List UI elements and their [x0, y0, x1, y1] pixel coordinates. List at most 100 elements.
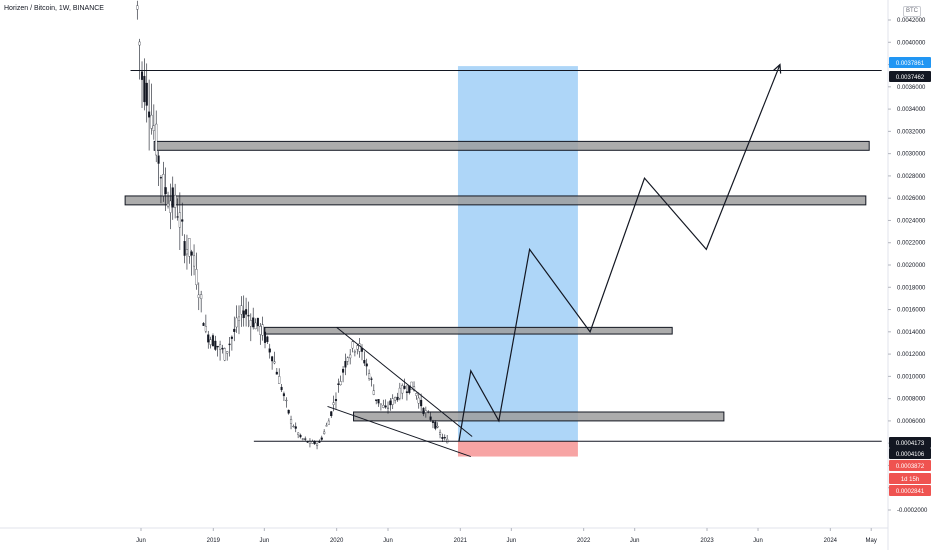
price-tag-label: 0.0004173	[896, 441, 925, 447]
candle	[316, 442, 319, 450]
projection-arrowhead	[772, 63, 782, 74]
candle	[429, 411, 432, 422]
candle	[178, 192, 181, 250]
candle	[391, 394, 394, 410]
candle	[245, 297, 248, 327]
y-tick-label: 0.0042000	[897, 18, 926, 24]
candle	[301, 438, 304, 441]
candle	[237, 305, 241, 335]
candle	[188, 238, 191, 264]
y-tick-label: 0.0012000	[897, 352, 926, 358]
candle	[164, 167, 167, 212]
price-tag: 0.0003872	[889, 460, 931, 471]
candle	[181, 202, 184, 236]
candle	[271, 355, 274, 370]
x-tick-label: Jun	[383, 538, 393, 544]
candle	[351, 340, 354, 353]
candle	[427, 410, 430, 414]
candle	[356, 344, 359, 355]
candle	[138, 38, 141, 80]
candle	[375, 399, 378, 405]
candle	[174, 183, 177, 219]
candle	[261, 316, 264, 341]
candle	[349, 348, 352, 365]
candle	[401, 383, 404, 400]
candle	[230, 335, 233, 351]
candle	[159, 175, 162, 204]
x-tick-label: 2019	[207, 538, 221, 544]
candle	[389, 398, 392, 411]
candle	[384, 399, 387, 409]
price-tag-label: 0.0037462	[896, 75, 925, 81]
candle	[342, 366, 345, 383]
candle	[214, 335, 217, 351]
candle	[278, 368, 281, 384]
candle	[285, 397, 288, 408]
candle	[368, 369, 371, 381]
y-tick-label: 0.0020000	[897, 263, 926, 269]
candle	[190, 249, 193, 276]
price-tag: 0.0002841	[889, 485, 931, 496]
candle	[386, 401, 390, 414]
candle	[200, 290, 203, 313]
price-tag: 0.0004106	[889, 448, 931, 459]
y-tick-label: -0.0002000	[897, 508, 928, 514]
candle	[372, 384, 375, 396]
x-tick-label: Jun	[630, 538, 640, 544]
candle	[294, 422, 297, 433]
price-tag-bg	[889, 57, 931, 68]
candle	[370, 376, 373, 387]
candle	[185, 234, 189, 270]
candle	[136, 0, 139, 20]
candle	[377, 399, 380, 407]
candle	[287, 409, 290, 415]
x-tick-label: 2024	[824, 538, 838, 544]
candle	[353, 349, 356, 357]
candle	[405, 384, 408, 401]
sr-zone-3	[353, 411, 725, 422]
candle	[337, 378, 340, 393]
candle	[254, 318, 257, 330]
candle	[346, 356, 349, 366]
candle	[289, 415, 293, 430]
candle	[157, 151, 160, 186]
candle	[436, 422, 439, 429]
candle	[228, 337, 231, 357]
price-tag-bg	[889, 473, 931, 484]
candle	[282, 391, 285, 402]
x-tick-label: Jun	[753, 538, 763, 544]
candle	[233, 316, 236, 342]
candle	[398, 382, 401, 401]
candle	[365, 358, 368, 376]
candle	[443, 434, 446, 441]
candle	[207, 330, 210, 349]
price-tag-label: 0.0004106	[896, 452, 925, 458]
candle	[268, 343, 271, 359]
candle	[242, 295, 245, 327]
price-tag: 0.0037462	[889, 71, 931, 82]
candle	[292, 424, 295, 428]
candle	[204, 314, 207, 334]
y-tick-label: 0.0014000	[897, 330, 926, 336]
candle	[266, 335, 269, 344]
sr-zone-2	[263, 326, 673, 335]
currency-badge[interactable]: BTC	[903, 6, 921, 17]
candle	[176, 198, 179, 221]
y-tick-label: 0.0040000	[897, 40, 926, 46]
candle	[320, 435, 323, 441]
x-tick-label: 2020	[330, 538, 344, 544]
candle	[252, 307, 255, 330]
candle	[424, 406, 427, 418]
candle	[202, 321, 205, 326]
y-tick-label: 0.0008000	[897, 397, 926, 403]
price-tag-label: 0.0002841	[896, 489, 925, 495]
y-tick-label: 0.0006000	[897, 419, 926, 425]
candle	[247, 301, 250, 328]
y-tick-label: 0.0034000	[897, 107, 926, 113]
x-tick-label: 2021	[454, 538, 468, 544]
candle	[152, 104, 155, 140]
candle	[422, 407, 425, 417]
candle	[193, 244, 196, 276]
